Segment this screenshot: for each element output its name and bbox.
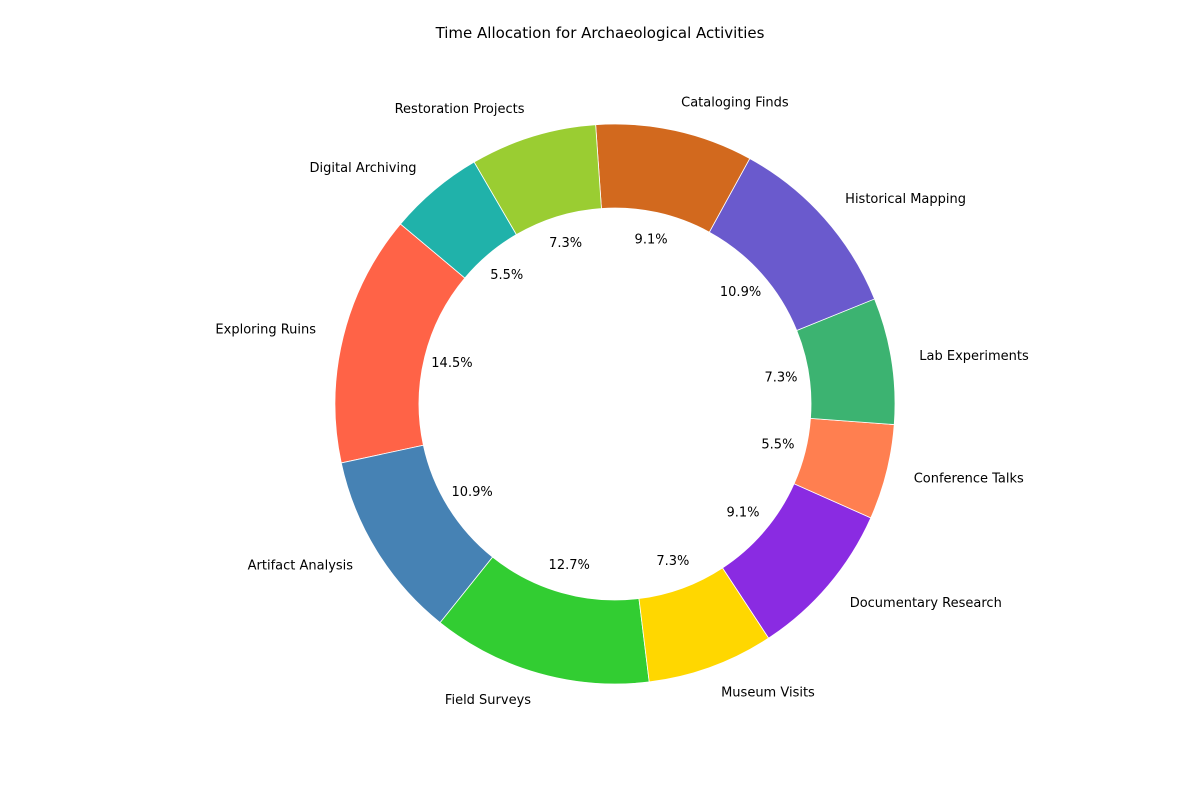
pct-label-exploring-ruins: 14.5%: [431, 356, 472, 371]
slice-label-conference-talks: Conference Talks: [914, 472, 1024, 487]
slice-label-field-surveys: Field Surveys: [445, 693, 531, 708]
slice-label-documentary-research: Documentary Research: [850, 596, 1002, 611]
pct-label-digital-archiving: 5.5%: [490, 268, 523, 283]
slice-label-artifact-analysis: Artifact Analysis: [248, 559, 354, 574]
pct-label-conference-talks: 5.5%: [761, 437, 794, 452]
pct-label-museum-visits: 7.3%: [656, 554, 689, 569]
slice-label-historical-mapping: Historical Mapping: [845, 192, 966, 207]
pct-label-documentary-research: 9.1%: [726, 505, 759, 520]
slice-label-museum-visits: Museum Visits: [721, 686, 815, 701]
slice-label-restoration-projects: Restoration Projects: [395, 102, 525, 117]
pct-label-historical-mapping: 10.9%: [720, 285, 761, 300]
slice-label-exploring-ruins: Exploring Ruins: [215, 322, 316, 337]
pct-label-cataloging-finds: 9.1%: [635, 232, 668, 247]
pct-label-artifact-analysis: 10.9%: [451, 485, 492, 500]
pct-label-lab-experiments: 7.3%: [764, 370, 797, 385]
chart-title: Time Allocation for Archaeological Activ…: [435, 24, 765, 42]
pct-label-restoration-projects: 7.3%: [549, 236, 582, 251]
slice-label-digital-archiving: Digital Archiving: [310, 161, 417, 176]
slice-label-lab-experiments: Lab Experiments: [919, 349, 1029, 364]
slice-digital-archiving: [399, 161, 517, 279]
pct-label-field-surveys: 12.7%: [549, 558, 590, 573]
slice-label-cataloging-finds: Cataloging Finds: [681, 96, 789, 111]
